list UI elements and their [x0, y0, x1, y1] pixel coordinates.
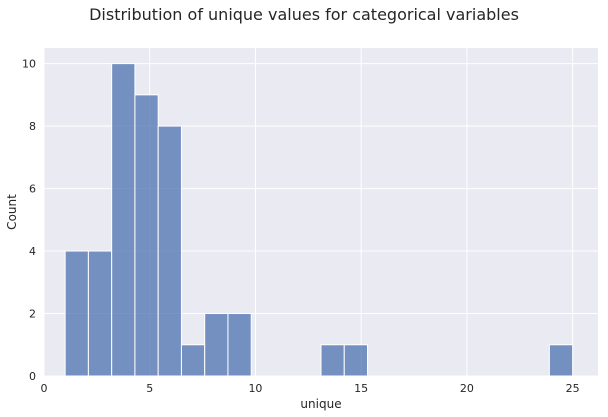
x-tick-label: 0: [41, 382, 48, 395]
y-axis-label: Count: [5, 194, 19, 230]
histogram-bar: [157, 125, 182, 377]
histogram-bar: [111, 63, 136, 377]
chart-title: Distribution of unique values for catego…: [89, 5, 519, 24]
histogram-bar: [343, 344, 369, 377]
x-tick-label: 25: [566, 382, 580, 395]
y-tick-label: 8: [29, 120, 36, 133]
y-tick-label: 6: [29, 183, 36, 196]
histogram-bar: [320, 344, 345, 377]
x-tick-label: 20: [460, 382, 474, 395]
histogram-bar: [64, 250, 89, 377]
histogram-bar: [180, 344, 206, 377]
histogram-bar: [548, 344, 574, 377]
x-tick-label: 5: [146, 382, 153, 395]
histogram-bar: [227, 313, 252, 377]
histogram-bar: [87, 250, 113, 377]
y-tick-labels: 0 2 4 6 8 10: [22, 58, 36, 383]
histogram-bar: [204, 313, 229, 377]
x-tick-label: 15: [354, 382, 368, 395]
y-tick-label: 0: [29, 370, 36, 383]
histogram-bar: [134, 94, 159, 377]
x-tick-labels: 0 5 10 15 20 25: [41, 382, 580, 395]
x-axis-label: unique: [300, 397, 341, 411]
histogram-bars: [64, 63, 574, 377]
y-tick-label: 2: [29, 308, 36, 321]
x-tick-label: 10: [248, 382, 262, 395]
y-tick-label: 4: [29, 245, 36, 258]
y-tick-label: 10: [22, 58, 36, 71]
